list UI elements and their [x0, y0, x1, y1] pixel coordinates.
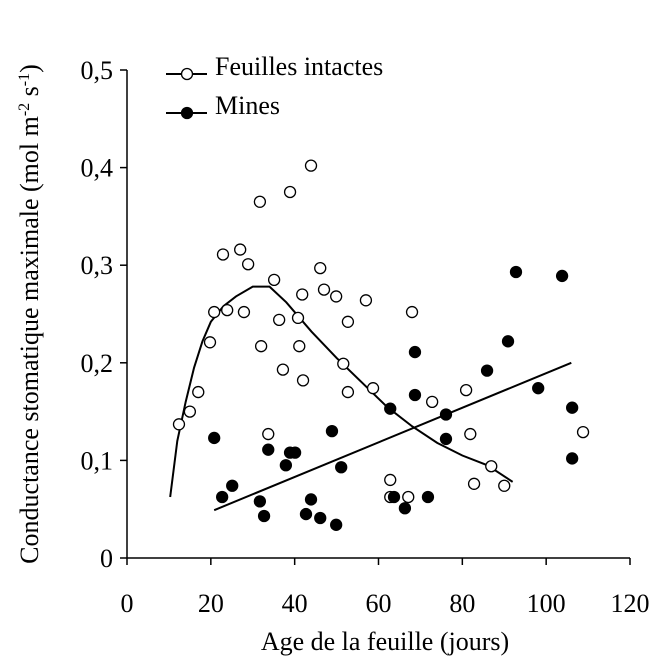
point — [337, 357, 350, 370]
point — [304, 159, 318, 172]
point — [241, 258, 255, 271]
point — [384, 402, 397, 415]
point — [359, 294, 373, 307]
point — [459, 383, 473, 397]
point — [288, 446, 302, 459]
x-tick-label: 60 — [366, 589, 392, 618]
point — [341, 385, 355, 399]
y-tick-label: 0 — [100, 544, 113, 573]
y-tick-label: 0,5 — [81, 56, 114, 85]
point — [192, 385, 205, 399]
y-tick-label: 0,2 — [81, 349, 114, 378]
point — [387, 490, 401, 504]
point — [439, 432, 453, 446]
y-tick-label: 0,3 — [81, 251, 114, 280]
x-axis-label: Age de la feuille (jours) — [261, 627, 509, 656]
legend-label: Mines — [215, 91, 280, 120]
x-tick-label: 40 — [282, 589, 308, 618]
point — [299, 507, 313, 521]
point — [408, 345, 422, 359]
point — [314, 261, 327, 275]
point — [421, 490, 435, 504]
y-axis-label-sup: -2 — [16, 103, 33, 116]
legend-marker — [180, 106, 194, 120]
x-tick-label: 100 — [527, 589, 566, 618]
y-axis-label-part: Conductance stomatique maximale (mol m — [15, 116, 44, 564]
point — [208, 305, 221, 319]
point — [314, 511, 327, 525]
point — [257, 509, 271, 523]
point — [304, 493, 318, 506]
point — [203, 336, 217, 349]
point — [576, 425, 590, 439]
point — [485, 460, 498, 473]
point — [402, 490, 415, 504]
point — [566, 452, 579, 465]
point — [276, 363, 290, 376]
point — [273, 313, 286, 327]
point — [216, 490, 229, 504]
y-axis-label-sup: -1 — [16, 73, 33, 86]
x-tick-label: 120 — [611, 589, 650, 618]
point — [366, 382, 380, 395]
point — [330, 290, 343, 303]
point — [480, 364, 494, 377]
legend-marker — [180, 67, 194, 81]
point — [253, 195, 267, 208]
point — [501, 335, 515, 348]
point — [532, 382, 545, 395]
point — [279, 459, 293, 472]
y-tick-label: 0,4 — [81, 154, 114, 183]
point — [262, 443, 275, 456]
x-tick-label: 20 — [198, 589, 224, 618]
point — [426, 395, 439, 408]
point — [237, 305, 251, 319]
point — [283, 185, 297, 199]
point — [221, 303, 234, 317]
point — [335, 461, 348, 474]
x-tick-label: 0 — [121, 589, 134, 618]
point — [317, 283, 331, 296]
point — [325, 424, 339, 438]
point — [398, 502, 412, 515]
point — [254, 340, 268, 353]
point — [226, 479, 239, 492]
point — [291, 311, 305, 325]
point — [216, 248, 230, 261]
fit-line — [213, 361, 572, 512]
point — [467, 477, 481, 490]
point — [464, 427, 477, 441]
point — [341, 315, 355, 328]
legend-label: Feuilles intactes — [215, 52, 383, 81]
point — [405, 305, 419, 319]
point — [330, 518, 343, 531]
point — [509, 265, 523, 279]
point — [253, 495, 267, 508]
x-tick-label: 80 — [449, 589, 475, 618]
point — [293, 340, 306, 353]
point — [566, 401, 579, 414]
point — [296, 374, 310, 387]
point — [384, 473, 397, 487]
point — [172, 418, 186, 431]
point — [234, 243, 247, 256]
point — [262, 427, 275, 441]
point — [498, 479, 511, 492]
fit-line — [169, 285, 514, 498]
point — [183, 405, 197, 418]
y-tick-label: 0,1 — [81, 446, 114, 475]
point — [296, 288, 309, 301]
point — [208, 431, 221, 445]
y-axis-label-part: ) — [15, 64, 44, 73]
y-axis-label-part: s — [15, 86, 44, 103]
point — [408, 388, 422, 402]
point — [555, 269, 569, 283]
y-axis-label: Conductance stomatique maximale (mol m-2… — [15, 64, 44, 564]
point — [439, 408, 453, 421]
point — [267, 273, 281, 286]
